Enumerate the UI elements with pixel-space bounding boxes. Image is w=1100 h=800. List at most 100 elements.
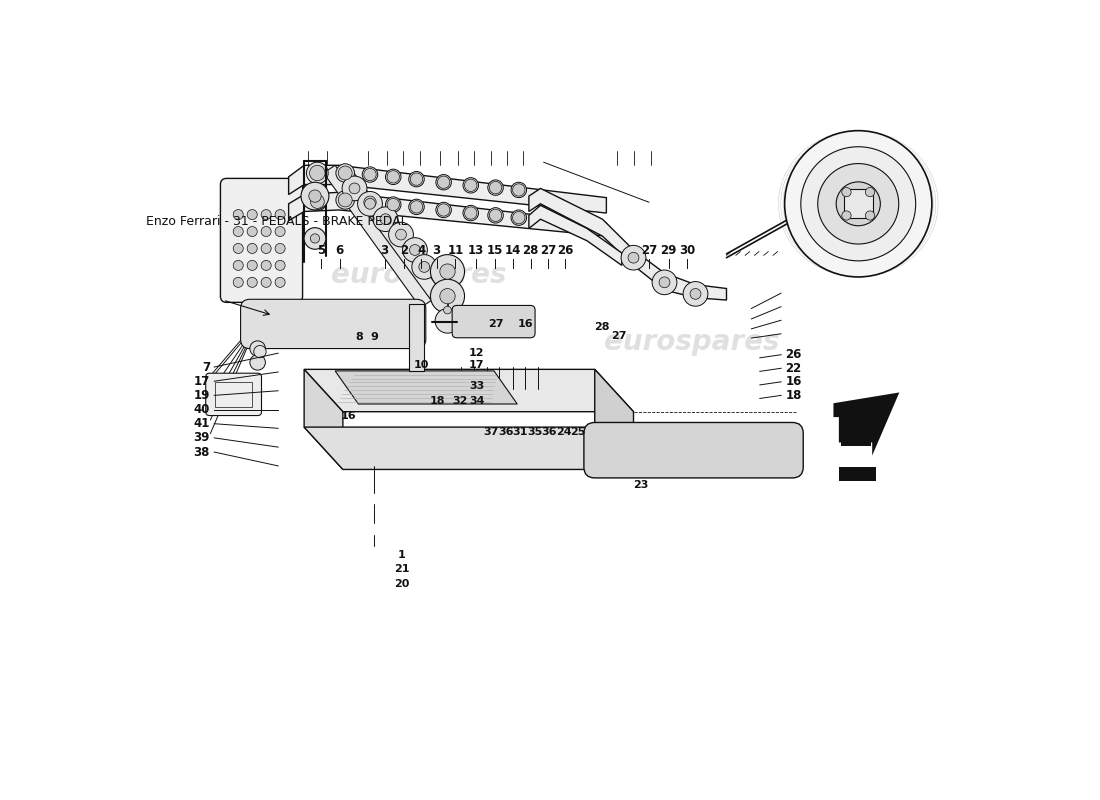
Circle shape: [436, 309, 460, 333]
Circle shape: [410, 173, 422, 186]
Circle shape: [513, 184, 525, 196]
Text: 11: 11: [448, 244, 463, 258]
Text: 3: 3: [381, 244, 388, 258]
Text: 9: 9: [371, 333, 378, 342]
Circle shape: [690, 289, 701, 299]
Circle shape: [275, 226, 285, 237]
Circle shape: [248, 278, 257, 287]
Text: 40: 40: [194, 403, 210, 416]
Circle shape: [443, 306, 451, 314]
Circle shape: [261, 243, 272, 254]
Circle shape: [440, 264, 455, 279]
Text: 8: 8: [355, 333, 363, 342]
Circle shape: [275, 243, 285, 254]
Circle shape: [385, 197, 402, 212]
Circle shape: [364, 198, 375, 209]
Circle shape: [308, 192, 327, 210]
Circle shape: [309, 190, 321, 202]
Polygon shape: [338, 166, 448, 308]
Text: 33: 33: [470, 381, 484, 390]
Circle shape: [512, 182, 527, 198]
Polygon shape: [529, 206, 622, 266]
Text: 13: 13: [468, 244, 484, 258]
Text: 27: 27: [612, 331, 627, 342]
Circle shape: [248, 226, 257, 237]
Text: 32: 32: [452, 396, 468, 406]
FancyBboxPatch shape: [842, 423, 871, 446]
Circle shape: [364, 196, 376, 209]
FancyBboxPatch shape: [241, 299, 426, 349]
Circle shape: [254, 346, 266, 358]
Circle shape: [628, 252, 639, 263]
Text: 26: 26: [785, 348, 802, 362]
Bar: [839, 467, 876, 481]
Text: 41: 41: [194, 418, 210, 430]
Circle shape: [385, 169, 402, 185]
Circle shape: [275, 260, 285, 270]
Text: 1: 1: [398, 550, 406, 560]
Circle shape: [621, 246, 646, 270]
Circle shape: [309, 166, 326, 181]
Circle shape: [487, 208, 504, 223]
Circle shape: [652, 270, 676, 294]
FancyBboxPatch shape: [220, 178, 302, 302]
Circle shape: [430, 279, 464, 313]
Text: 3: 3: [432, 244, 441, 258]
Circle shape: [463, 206, 478, 221]
Circle shape: [301, 182, 329, 210]
Text: 14: 14: [505, 244, 520, 258]
Circle shape: [464, 179, 477, 191]
Text: 4: 4: [417, 244, 426, 258]
Circle shape: [409, 199, 425, 214]
Circle shape: [248, 210, 257, 219]
Polygon shape: [288, 166, 606, 213]
Circle shape: [463, 178, 478, 193]
Text: 30: 30: [679, 244, 695, 258]
Polygon shape: [288, 192, 606, 236]
Text: 28: 28: [522, 244, 539, 258]
Circle shape: [338, 193, 352, 207]
Circle shape: [403, 238, 427, 262]
Text: 20: 20: [394, 579, 409, 589]
Text: 36: 36: [541, 426, 557, 437]
Text: 12: 12: [469, 348, 484, 358]
Bar: [844, 189, 873, 218]
Circle shape: [362, 167, 377, 182]
Circle shape: [490, 209, 502, 222]
Circle shape: [336, 190, 354, 209]
Text: 5: 5: [317, 244, 324, 258]
Circle shape: [233, 260, 243, 270]
Circle shape: [233, 278, 243, 287]
Circle shape: [248, 260, 257, 270]
Text: 25: 25: [571, 426, 586, 437]
Text: 37: 37: [484, 426, 499, 437]
Circle shape: [866, 187, 874, 197]
Bar: [214, 382, 252, 407]
Polygon shape: [595, 370, 634, 470]
Text: 24: 24: [556, 426, 572, 437]
Circle shape: [304, 228, 326, 250]
Circle shape: [842, 187, 851, 197]
Text: 36: 36: [498, 426, 514, 437]
Circle shape: [373, 207, 398, 231]
Text: 17: 17: [469, 360, 484, 370]
Text: 27: 27: [540, 244, 557, 258]
Text: 23: 23: [632, 480, 648, 490]
Polygon shape: [336, 371, 517, 404]
Text: Enzo Ferrari - 31 - PEDALS - BRAKE PEDAL: Enzo Ferrari - 31 - PEDALS - BRAKE PEDAL: [146, 215, 408, 229]
Circle shape: [381, 214, 390, 225]
Text: eurospares: eurospares: [604, 328, 780, 357]
Circle shape: [817, 163, 899, 244]
Text: 18: 18: [785, 389, 802, 402]
Circle shape: [438, 204, 450, 216]
Circle shape: [659, 277, 670, 288]
Circle shape: [436, 202, 451, 218]
Circle shape: [438, 176, 450, 188]
Circle shape: [387, 170, 399, 183]
Polygon shape: [304, 370, 634, 412]
Text: 38: 38: [194, 446, 210, 458]
Circle shape: [261, 226, 272, 237]
Polygon shape: [409, 304, 425, 371]
Circle shape: [349, 183, 360, 194]
Text: eurospares: eurospares: [518, 439, 694, 467]
